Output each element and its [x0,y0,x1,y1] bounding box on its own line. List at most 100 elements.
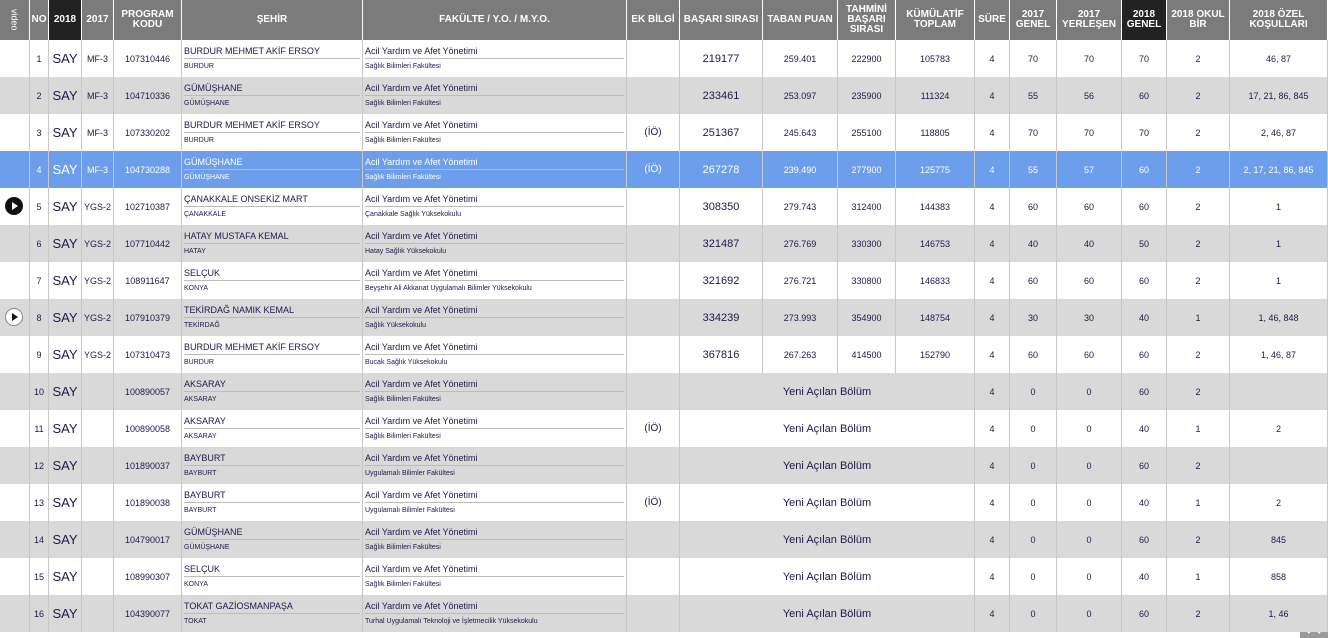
quota2018: 60 [1122,262,1167,299]
university: AKSARAY [184,376,360,392]
rank: 267278 [680,151,763,188]
faculty: Sağlık Bilimleri Fakültesi [365,136,441,144]
city: GÜMÜŞHANE [184,173,230,181]
type2017 [82,521,114,558]
note [627,299,680,336]
cumulative: 146753 [896,225,975,262]
faculty: Uygulamalı Bilimler Fakültesi [365,469,455,477]
placed2017: 57 [1057,151,1122,188]
university: BURDUR MEHMET AKİF ERSOY [184,117,360,133]
duration: 4 [975,151,1010,188]
score: 253.097 [763,77,838,114]
score: 267.263 [763,336,838,373]
type2017: MF-3 [82,114,114,151]
duration: 4 [975,336,1010,373]
duration: 4 [975,114,1010,151]
column-header: 2018 ÖZEL KOŞULLARI [1230,0,1328,40]
column-header: 2017 GENEL [1010,0,1057,40]
video-cell [0,410,30,447]
note [627,40,680,77]
type2018: SAY [49,114,82,151]
faculty: Hatay Sağlık Yüksekokulu [365,247,447,255]
university-cell: BAYBURT BAYBURT [182,484,363,521]
no: 8 [30,299,49,336]
university: BAYBURT [184,487,360,503]
city: BURDUR [184,62,214,70]
quota2017: 0 [1010,521,1057,558]
note [627,373,680,410]
conditions: 1 [1230,262,1328,299]
note [627,558,680,595]
score: 279.743 [763,188,838,225]
program-cell: Acil Yardım ve Afet Yönetimi Sağlık Bilim… [363,558,627,595]
type2018: SAY [49,373,82,410]
placed2017: 0 [1057,521,1122,558]
no: 13 [30,484,49,521]
program: Acil Yardım ve Afet Yönetimi [365,302,624,318]
program: Acil Yardım ve Afet Yönetimi [365,487,624,503]
est-rank: 312400 [838,188,896,225]
program: Acil Yardım ve Afet Yönetimi [365,339,624,355]
code: 104710336 [114,77,182,114]
quota2018: 40 [1122,299,1167,336]
conditions: 17, 21, 86, 845 [1230,77,1328,114]
column-header: FAKÜLTE / Y.O. / M.Y.O. [363,0,627,40]
no: 4 [30,151,49,188]
school-first: 2 [1167,373,1230,410]
type2018: SAY [49,521,82,558]
code: 100890057 [114,373,182,410]
status: Yeni Açılan Bölüm [680,373,975,410]
conditions: 1, 46, 848 [1230,299,1328,336]
no: 12 [30,447,49,484]
note [627,77,680,114]
quota2017: 55 [1010,151,1057,188]
program: Acil Yardım ve Afet Yönetimi [365,413,624,429]
quota2018: 70 [1122,114,1167,151]
note: (İÖ) [627,484,680,521]
duration: 4 [975,40,1010,77]
score: 273.993 [763,299,838,336]
cumulative: 118805 [896,114,975,151]
university-cell: ÇANAKKALE ONSEKİZ MART ÇANAKKALE [182,188,363,225]
school-first: 2 [1167,336,1230,373]
play-button[interactable] [5,197,23,215]
placed2017: 0 [1057,484,1122,521]
city: BURDUR [184,136,214,144]
quota2017: 40 [1010,225,1057,262]
quota2017: 0 [1010,595,1057,632]
conditions: 1, 46 [1230,595,1328,632]
type2017: YGS-2 [82,262,114,299]
note [627,521,680,558]
university: ÇANAKKALE ONSEKİZ MART [184,191,360,207]
rank: 233461 [680,77,763,114]
cumulative: 111324 [896,77,975,114]
code: 108990307 [114,558,182,595]
faculty: Sağlık Bilimleri Fakültesi [365,99,441,107]
note [627,336,680,373]
rank: 308350 [680,188,763,225]
quota2017: 60 [1010,336,1057,373]
rank: 321692 [680,262,763,299]
quota2018: 50 [1122,225,1167,262]
program-cell: Acil Yardım ve Afet Yönetimi Turhal Uygul… [363,595,627,632]
university: AKSARAY [184,413,360,429]
school-first: 2 [1167,188,1230,225]
conditions: 845 [1230,521,1328,558]
type2018: SAY [49,447,82,484]
program: Acil Yardım ve Afet Yönetimi [365,265,624,281]
play-button[interactable] [5,308,23,326]
school-first: 1 [1167,484,1230,521]
university: HATAY MUSTAFA KEMAL [184,228,360,244]
quota2018: 60 [1122,373,1167,410]
no: 9 [30,336,49,373]
program-cell: Acil Yardım ve Afet Yönetimi Uygulamalı B… [363,447,627,484]
est-rank: 222900 [838,40,896,77]
quota2017: 0 [1010,373,1057,410]
quota2018: 60 [1122,151,1167,188]
column-header: 2017 YERLEŞEN [1057,0,1122,40]
note: (İÖ) [627,114,680,151]
est-rank: 414500 [838,336,896,373]
university: SELÇUK [184,265,360,281]
program-cell: Acil Yardım ve Afet Yönetimi Sağlık Bilim… [363,114,627,151]
quota2018: 70 [1122,40,1167,77]
